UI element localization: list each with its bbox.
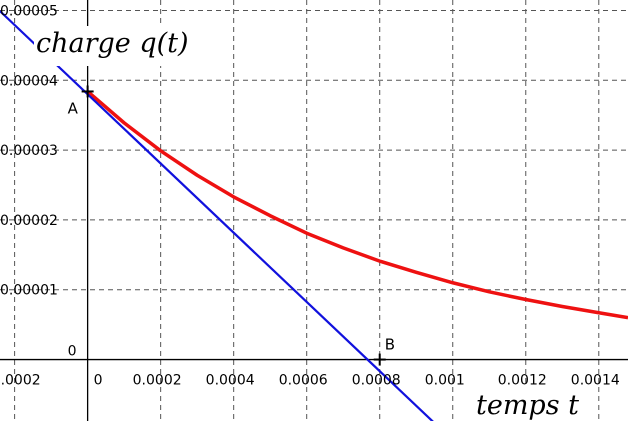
point-A	[81, 85, 94, 98]
x-tick-label-0: -0.0002	[0, 373, 41, 389]
point-label-A: A	[68, 99, 79, 117]
y-tick-label-3: 0.00003	[0, 143, 58, 159]
y-tick-label-5: 0.00005	[0, 3, 58, 19]
y-tick-label-4: 0.00004	[0, 73, 58, 89]
y-tick-label-1: 0.00001	[0, 283, 58, 299]
y-axis-label-background	[34, 26, 196, 66]
points-layer: AB	[68, 85, 395, 366]
x-tick-label-7: 0.0012	[498, 373, 547, 389]
series-line-0	[86, 90, 628, 320]
point-label-B: B	[385, 336, 395, 354]
y-axis-label: charge q(t)	[36, 28, 189, 59]
x-tick-label-3: 0.0004	[206, 373, 255, 389]
x-tick-label-6: 0.001	[425, 373, 465, 389]
x-axis-label: temps t	[476, 390, 579, 421]
x-tick-label-4: 0.0006	[279, 373, 328, 389]
y-tick-label-2: 0.00002	[0, 213, 58, 229]
tick-labels: -0.0002 0 0.0002 0.0004 0.0006 0.0008 0.001 0.0…	[0, 3, 620, 388]
series-layer	[0, 10, 628, 421]
x-tick-label-1: 0	[94, 373, 103, 389]
point-B	[373, 353, 386, 366]
x-tick-label-2: 0.0002	[133, 373, 182, 389]
series-line-1	[0, 10, 434, 421]
x-tick-label-8: 0.0014	[571, 373, 620, 389]
x-axis-label-background	[470, 386, 596, 420]
y-tick-label-0: 0	[68, 344, 77, 360]
x-tick-label-5: 0.0008	[352, 373, 401, 389]
